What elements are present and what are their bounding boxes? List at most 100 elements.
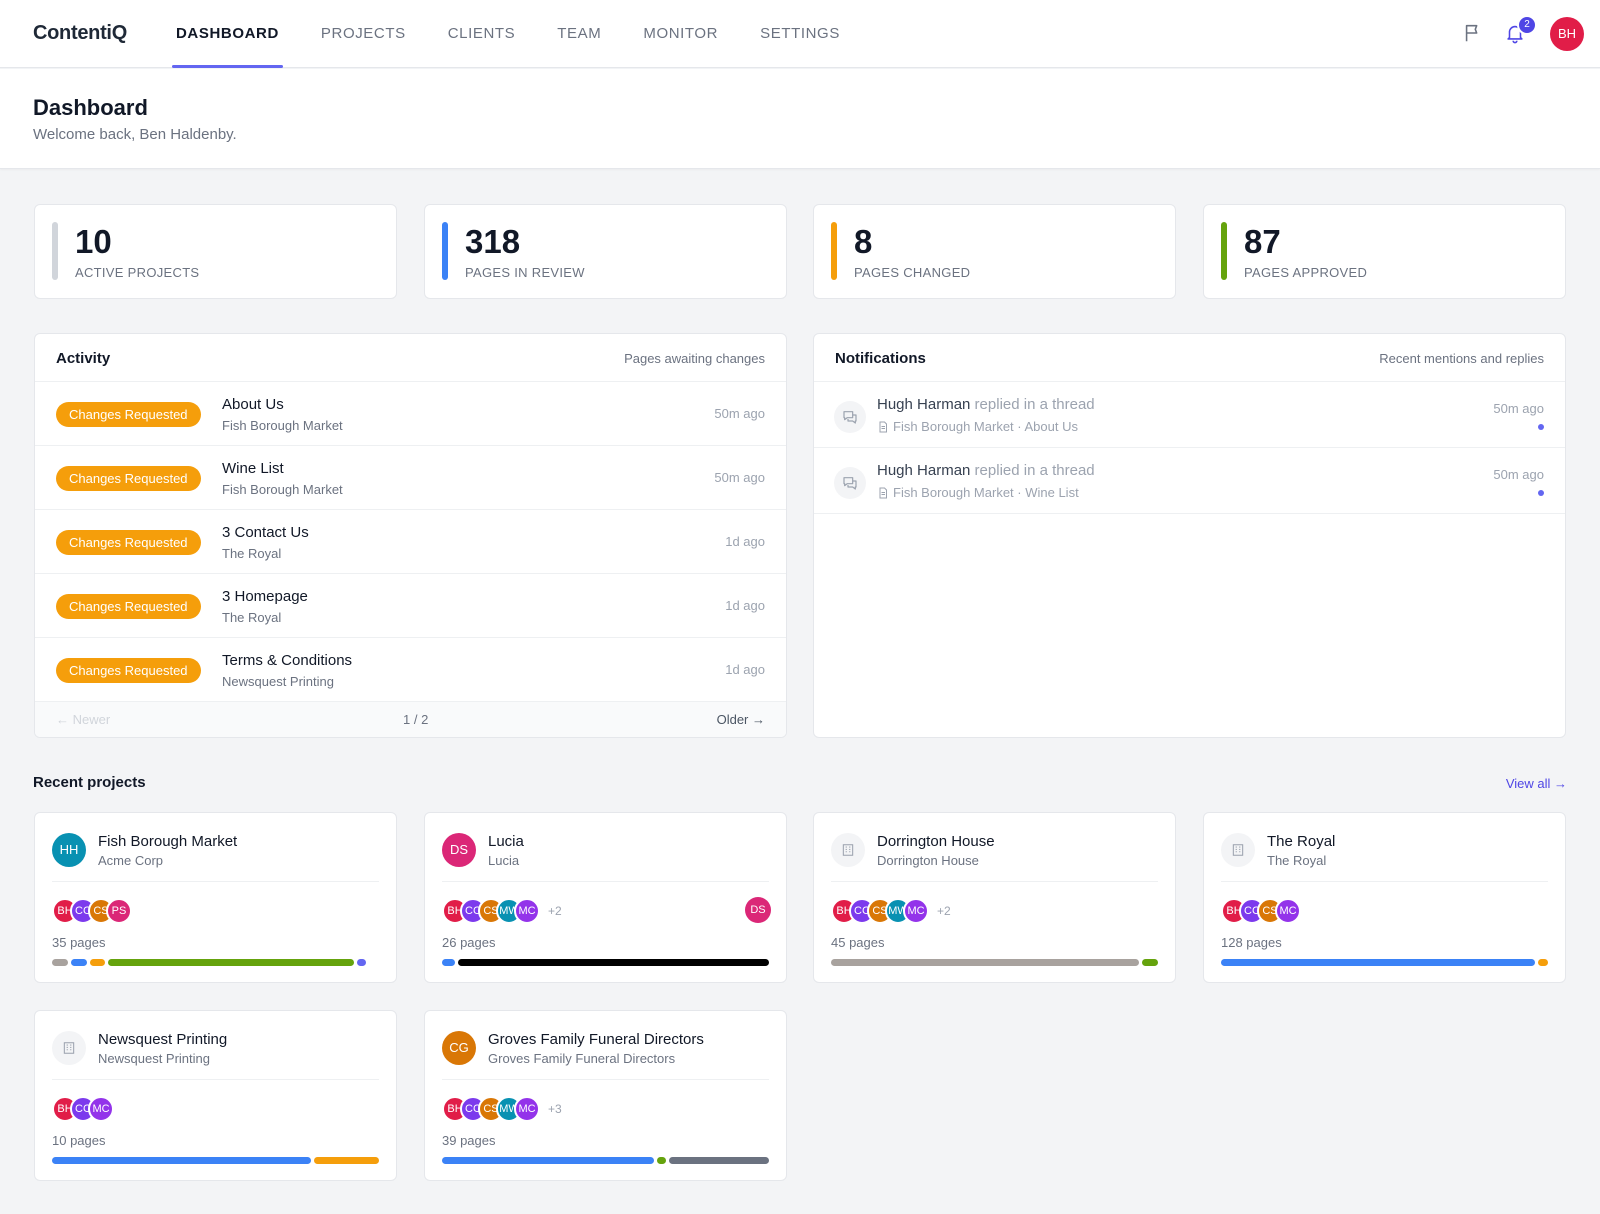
chat-icon [834, 401, 866, 433]
project-name: The Royal [222, 546, 282, 561]
welcome-text: Welcome back, Ben Haldenby. [33, 126, 237, 143]
older-button[interactable]: Older → [716, 712, 765, 727]
tab-clients[interactable]: CLIENTS [447, 25, 516, 42]
stat-card-pages-changed[interactable]: 8 PAGES CHANGED [813, 204, 1176, 299]
member-avatar[interactable]: MC [514, 1096, 540, 1122]
stat-value: 318 [465, 223, 521, 260]
project-card[interactable]: CG Groves Family Funeral Directors Groves … [424, 1010, 787, 1181]
divider [442, 881, 769, 882]
app-logo[interactable]: ContentiQ [33, 22, 127, 44]
progress-segment [656, 1157, 667, 1164]
stat-label: PAGES IN REVIEW [465, 265, 585, 280]
project-client: Newsquest Printing [98, 1051, 210, 1066]
project-client: Lucia [488, 853, 520, 868]
project-name: Fish Borough Market [222, 418, 343, 433]
activity-row[interactable]: Changes Requested Wine List Fish Borough… [35, 446, 786, 510]
tab-team[interactable]: TEAM [557, 25, 602, 42]
notification-text: Hugh Harman replied in a thread [877, 462, 1095, 479]
status-badge: Changes Requested [56, 594, 201, 619]
divider [1221, 881, 1548, 882]
status-badge: Changes Requested [56, 658, 201, 683]
notification-item[interactable]: Hugh Harman replied in a thread Fish Bor… [814, 448, 1565, 514]
progress-bar [831, 959, 1158, 966]
building-icon [1221, 833, 1255, 867]
bell-icon[interactable]: 2 [1504, 15, 1537, 46]
notification-context-text: Fish Borough Market · About Us [893, 419, 1078, 434]
progress-segment [52, 959, 68, 966]
stat-card-active-projects[interactable]: 10 ACTIVE PROJECTS [34, 204, 397, 299]
project-card[interactable]: HH Fish Borough Market Acme Corp BH CC CS PS 35… [34, 812, 397, 983]
project-client: Groves Family Funeral Directors [488, 1051, 676, 1066]
user-avatar[interactable]: BH [1550, 17, 1584, 51]
stat-value: 10 [75, 223, 112, 260]
flag-icon[interactable] [1462, 22, 1486, 46]
stat-label: ACTIVE PROJECTS [75, 265, 200, 280]
notification-context-text: Fish Borough Market · Wine List [893, 485, 1079, 500]
notification-item[interactable]: Hugh Harman replied in a thread Fish Bor… [814, 382, 1565, 448]
member-avatars: BH CC CS MW MC +2 [831, 897, 951, 925]
progress-segment [314, 1157, 379, 1164]
member-avatars: BH CC CS PS [52, 897, 132, 925]
member-avatar[interactable]: MC [903, 898, 929, 924]
project-name: The Royal [222, 610, 282, 625]
newer-button[interactable]: ← Newer [56, 712, 111, 727]
progress-segment [108, 959, 354, 966]
panel-hint: Recent mentions and replies [1379, 351, 1544, 366]
stat-label: PAGES CHANGED [854, 265, 971, 280]
member-avatar[interactable]: PS [106, 898, 132, 924]
project-avatar: DS [442, 833, 476, 867]
tab-monitor[interactable]: MONITOR [643, 25, 719, 42]
member-avatars: BH CC CS MW MC +2 [442, 897, 562, 925]
timestamp: 1d ago [725, 662, 765, 677]
panel-title: Notifications [835, 350, 926, 367]
stat-color-bar [831, 222, 837, 280]
activity-row[interactable]: Changes Requested About Us Fish Borough … [35, 382, 786, 446]
stat-card-pages-in-review[interactable]: 318 PAGES IN REVIEW [424, 204, 787, 299]
pagination: ← Newer 1 / 2 Older → [35, 702, 786, 737]
view-all-link[interactable]: View all → [1505, 776, 1567, 791]
page-count: 26 pages [442, 935, 496, 950]
project-name: Newsquest Printing [222, 674, 334, 689]
panel-header: Activity Pages awaiting changes [35, 334, 786, 382]
stat-value: 8 [854, 223, 873, 260]
project-card[interactable]: The Royal The Royal BH CC CS MC 128 pages [1203, 812, 1566, 983]
member-avatar[interactable]: MC [514, 898, 540, 924]
progress-segment [457, 959, 769, 966]
tab-projects[interactable]: PROJECTS [320, 25, 406, 42]
tab-dashboard[interactable]: DASHBOARD [172, 0, 283, 68]
notification-context: Fish Borough Market · Wine List [877, 485, 1079, 500]
divider [831, 881, 1158, 882]
progress-segment [1141, 959, 1158, 966]
stat-card-pages-approved[interactable]: 87 PAGES APPROVED [1203, 204, 1566, 299]
page-count: 35 pages [52, 935, 106, 950]
member-avatar[interactable]: MC [1275, 898, 1301, 924]
page-count: 39 pages [442, 1133, 496, 1148]
activity-row[interactable]: Changes Requested Terms & Conditions New… [35, 638, 786, 702]
timestamp: 50m ago [714, 406, 765, 421]
notifications-panel: Notifications Recent mentions and replie… [813, 333, 1566, 738]
page-indicator: 1 / 2 [403, 712, 429, 727]
owner-avatar[interactable]: DS [745, 897, 771, 923]
top-nav: ContentiQ DASHBOARD PROJECTS CLIENTS TEA… [0, 0, 1600, 68]
notification-context: Fish Borough Market · About Us [877, 419, 1078, 434]
progress-bar [442, 959, 769, 966]
notification-action: replied in a thread [970, 462, 1095, 479]
project-card[interactable]: Dorrington House Dorrington House BH CC CS MW… [813, 812, 1176, 983]
project-card[interactable]: DS Lucia Lucia BH CC CS MW MC +2 DS 26 pages [424, 812, 787, 983]
page-title: Dashboard [33, 95, 148, 120]
activity-panel: Activity Pages awaiting changes Changes … [34, 333, 787, 738]
project-card[interactable]: Newsquest Printing Newsquest Printing BH CC… [34, 1010, 397, 1181]
tab-settings[interactable]: SETTINGS [760, 25, 840, 42]
status-badge: Changes Requested [56, 466, 201, 491]
stat-value: 87 [1244, 223, 1281, 260]
progress-segment [356, 959, 367, 966]
activity-row[interactable]: Changes Requested 3 Homepage The Royal 1… [35, 574, 786, 638]
panel-hint: Pages awaiting changes [624, 351, 765, 366]
notification-author: Hugh Harman [877, 396, 971, 413]
page-name: 3 Homepage [222, 588, 308, 605]
notification-author: Hugh Harman [877, 462, 971, 479]
unread-indicator [1538, 424, 1544, 430]
member-avatar[interactable]: MC [88, 1096, 114, 1122]
progress-segment [89, 959, 106, 966]
activity-row[interactable]: Changes Requested 3 Contact Us The Royal… [35, 510, 786, 574]
